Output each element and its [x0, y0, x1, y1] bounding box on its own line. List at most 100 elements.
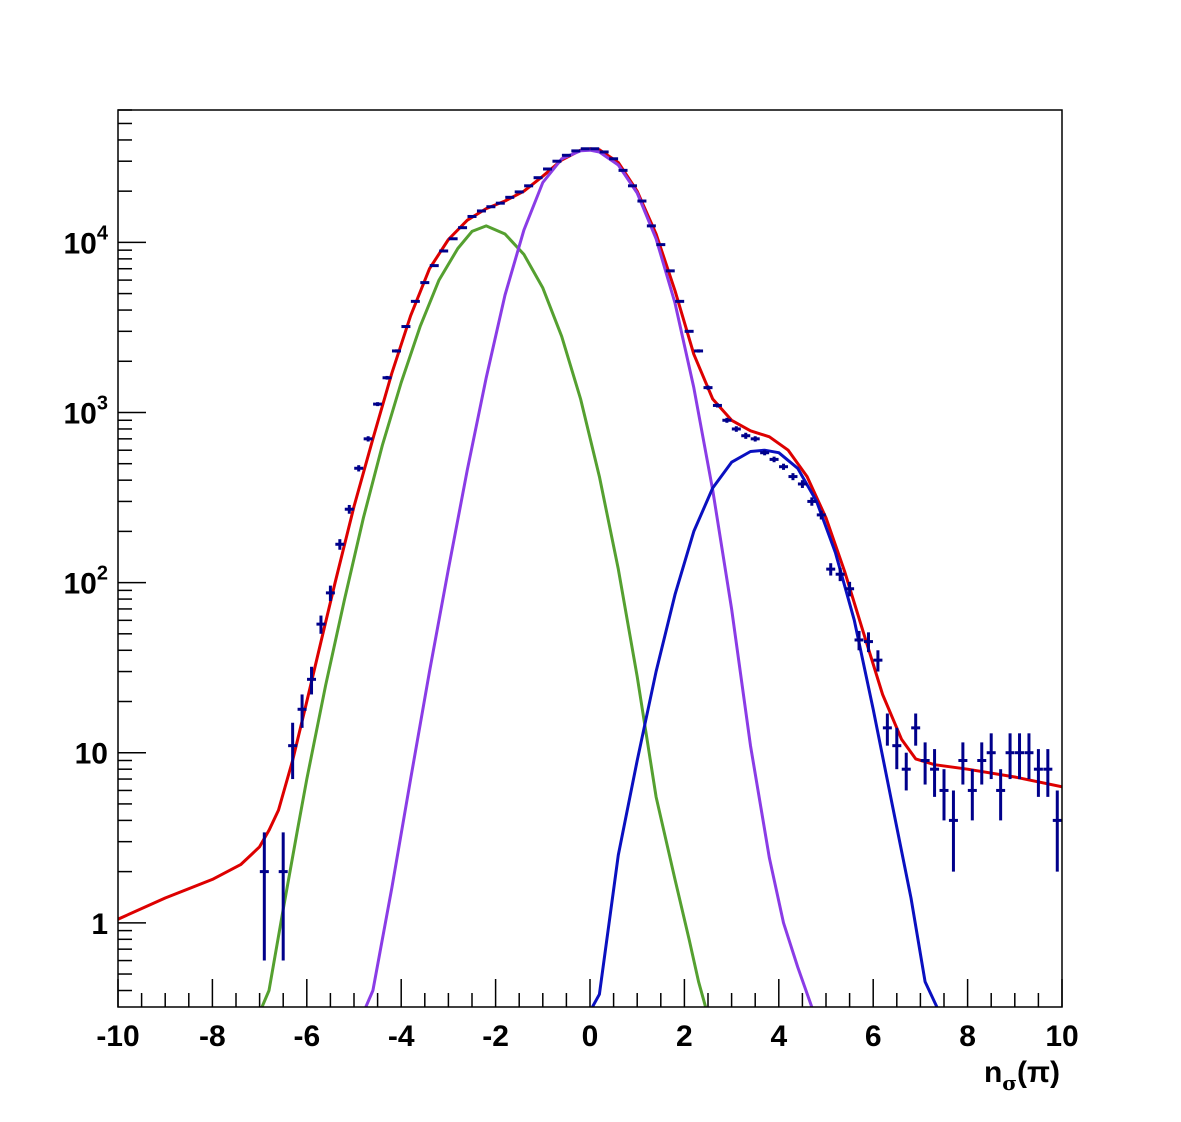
data-point: [807, 497, 817, 506]
y-tick-label: 104: [64, 222, 109, 260]
data-point: [665, 269, 675, 273]
data-point: [429, 264, 439, 268]
curve-fit_total: [118, 147, 1062, 921]
x-tick-label: -4: [388, 1020, 415, 1053]
data-point: [788, 473, 798, 481]
data-point: [769, 456, 779, 463]
curve-gauss2: [364, 148, 814, 1007]
data-point: [373, 402, 383, 407]
data-point: [703, 385, 713, 390]
data-point: [741, 432, 751, 439]
data-point: [882, 713, 892, 746]
data-point: [410, 299, 420, 303]
x-tick-label: 4: [770, 1020, 787, 1053]
x-tick-label: 0: [582, 1020, 599, 1053]
data-point: [863, 632, 873, 653]
data-point: [911, 713, 921, 746]
data-point: [845, 581, 855, 597]
data-point: [892, 727, 902, 770]
y-tick-label: 1: [91, 908, 108, 941]
data-point: [637, 199, 647, 203]
data-point: [609, 157, 619, 161]
y-tick-label: 102: [64, 563, 109, 601]
data-point: [939, 769, 949, 821]
x-tick-label: -6: [293, 1020, 320, 1053]
data-point: [750, 436, 760, 442]
data-point: [552, 159, 562, 163]
data-point: [458, 226, 468, 230]
data-point: [977, 742, 987, 785]
data-point: [420, 281, 430, 285]
data-point: [712, 403, 722, 408]
x-tick-label: 2: [676, 1020, 693, 1053]
x-axis-title: nσ(π): [984, 1056, 1060, 1095]
data-point: [675, 299, 685, 303]
data-point: [495, 201, 505, 205]
data-point: [694, 349, 704, 353]
data-point: [599, 150, 609, 154]
data-point: [297, 694, 307, 728]
data-point: [958, 742, 968, 785]
data-point: [1033, 749, 1043, 797]
x-tick-label: 6: [865, 1020, 882, 1053]
data-point: [996, 769, 1006, 821]
data-point: [826, 563, 836, 576]
data-point: [316, 615, 326, 634]
data-point: [816, 510, 826, 520]
data-point: [779, 463, 789, 470]
data-point: [401, 325, 411, 329]
x-tick-label: 8: [959, 1020, 976, 1053]
data-point: [948, 790, 958, 872]
data-point: [561, 153, 571, 157]
data-point: [325, 585, 335, 601]
data-point: [590, 147, 600, 151]
data-point: [335, 539, 345, 550]
curve-gauss3: [591, 448, 939, 1007]
x-tick-label: -2: [482, 1020, 509, 1053]
data-point: [524, 184, 534, 188]
data-point: [854, 630, 864, 651]
data-point: [533, 176, 543, 180]
data-point: [684, 329, 694, 333]
data-point: [580, 147, 590, 151]
data-point: [391, 349, 401, 353]
data-point: [486, 205, 496, 209]
data-point: [514, 190, 524, 194]
data-point: [467, 214, 477, 218]
data-point: [646, 224, 656, 228]
data-point: [901, 752, 911, 791]
data-point: [967, 769, 977, 821]
data-point: [288, 722, 298, 780]
data-point: [307, 666, 317, 695]
data-point: [571, 149, 581, 153]
data-point: [1015, 733, 1025, 780]
data-point: [1062, 769, 1071, 820]
x-tick-label: -10: [96, 1020, 139, 1053]
data-point: [476, 209, 486, 213]
data-point: [382, 375, 392, 380]
data-point: [731, 426, 741, 432]
data-point: [873, 650, 883, 672]
plot-frame: [117, 109, 1063, 1008]
data-point: [278, 832, 288, 961]
data-point: [627, 184, 637, 188]
data-point: [439, 249, 449, 253]
ticks-layer: -10 -8 -6 -4 -2 0 2 4 6 8 10 1 10 102 103 104: [64, 109, 1079, 1053]
y-tick-label: 103: [64, 392, 109, 430]
data-point: [722, 417, 732, 423]
data-point: [930, 749, 940, 797]
data-point: [1024, 733, 1034, 780]
data-point: [656, 243, 666, 247]
data-point: [920, 742, 930, 785]
y-tick-label: 10: [75, 738, 108, 771]
series-layer: [118, 147, 1071, 1007]
data-point: [986, 733, 996, 780]
data-point: [1005, 733, 1015, 780]
curve-gauss1: [260, 224, 708, 1007]
data-point: [354, 465, 364, 472]
data-point: [797, 480, 807, 488]
x-tick-label: 10: [1045, 1020, 1078, 1053]
x-tick-label: -8: [199, 1020, 226, 1053]
data-point: [543, 167, 553, 171]
